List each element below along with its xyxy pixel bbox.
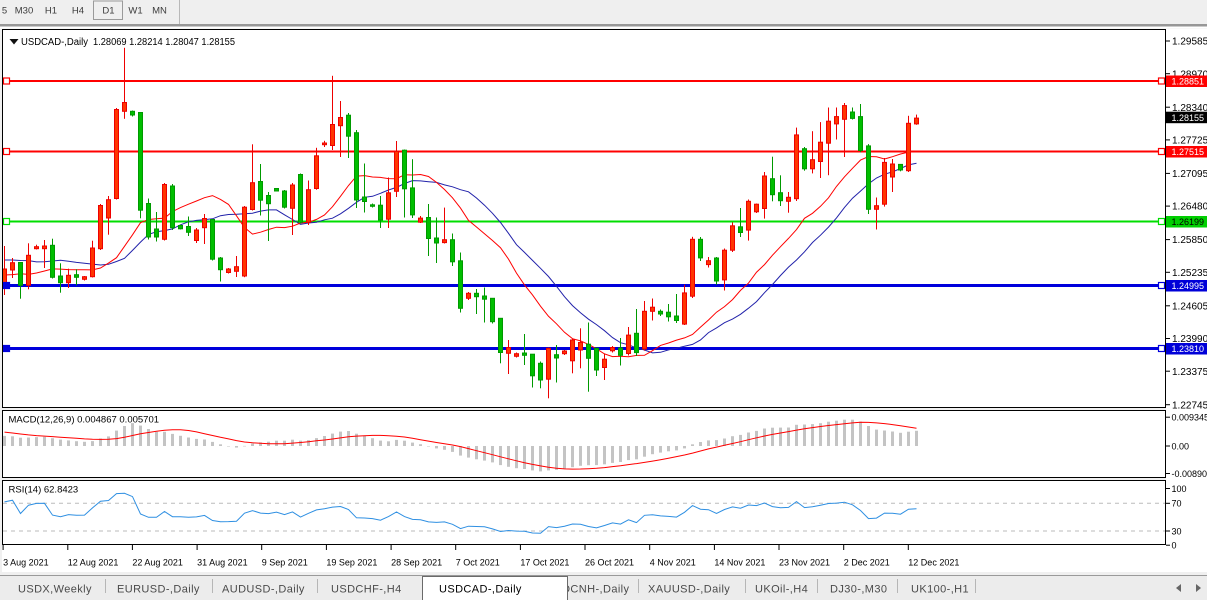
- svg-text:14 Nov 2021: 14 Nov 2021: [714, 558, 765, 568]
- svg-text:USDCAD-,Daily: USDCAD-,Daily: [439, 584, 522, 596]
- svg-text:9 Sep 2021: 9 Sep 2021: [262, 558, 308, 568]
- svg-text:EURUSD-,Daily: EURUSD-,Daily: [117, 584, 200, 596]
- svg-text:H4: H4: [72, 6, 84, 17]
- svg-text:4 Nov 2021: 4 Nov 2021: [650, 558, 696, 568]
- svg-text:AUDUSD-,Daily: AUDUSD-,Daily: [222, 584, 305, 596]
- svg-text:RSI(14) 62.8423: RSI(14) 62.8423: [9, 485, 79, 496]
- svg-text:70: 70: [1172, 499, 1182, 509]
- svg-text:0.009345: 0.009345: [1172, 413, 1207, 423]
- svg-text:1.23810: 1.23810: [1172, 344, 1205, 354]
- svg-text:-0.008903: -0.008903: [1172, 469, 1207, 479]
- svg-text:28 Sep 2021: 28 Sep 2021: [391, 558, 442, 568]
- svg-text:0: 0: [1172, 541, 1177, 551]
- svg-text:23 Nov 2021: 23 Nov 2021: [779, 558, 830, 568]
- svg-text:XAUUSD-,Daily: XAUUSD-,Daily: [648, 584, 730, 596]
- svg-text:H1: H1: [45, 6, 57, 17]
- svg-text:1.22745: 1.22745: [1172, 400, 1207, 411]
- svg-text:1.28340: 1.28340: [1172, 103, 1207, 114]
- svg-text:2 Dec 2021: 2 Dec 2021: [844, 558, 890, 568]
- svg-text:0.00: 0.00: [1172, 441, 1190, 451]
- svg-text:1.23990: 1.23990: [1172, 334, 1207, 345]
- svg-text:17 Oct 2021: 17 Oct 2021: [520, 558, 569, 568]
- svg-text:MN: MN: [152, 6, 167, 17]
- svg-text:7 Oct 2021: 7 Oct 2021: [456, 558, 500, 568]
- svg-text:1.28069 1.28214 1.28047 1.2815: 1.28069 1.28214 1.28047 1.28155: [93, 37, 235, 48]
- svg-text:12 Dec 2021: 12 Dec 2021: [908, 558, 959, 568]
- svg-text:5: 5: [2, 6, 7, 17]
- svg-text:M30: M30: [15, 6, 33, 17]
- svg-text:30: 30: [1172, 526, 1182, 536]
- svg-text:1.23375: 1.23375: [1172, 367, 1207, 378]
- svg-text:1.27725: 1.27725: [1172, 136, 1207, 147]
- svg-text:26 Oct 2021: 26 Oct 2021: [585, 558, 634, 568]
- svg-text:3 Aug 2021: 3 Aug 2021: [3, 558, 49, 568]
- svg-text:UKOil-,H4: UKOil-,H4: [755, 584, 808, 596]
- svg-text:1.27515: 1.27515: [1172, 147, 1205, 157]
- svg-text:1.25850: 1.25850: [1172, 235, 1207, 246]
- svg-text:MACD(12,26,9) 0.004867 0.00570: MACD(12,26,9) 0.004867 0.005701: [9, 415, 160, 426]
- svg-text:1.28155: 1.28155: [1172, 113, 1205, 123]
- svg-text:1.29585: 1.29585: [1172, 37, 1207, 48]
- svg-text:USDCAD-,Daily: USDCAD-,Daily: [21, 37, 88, 48]
- svg-text:1.27095: 1.27095: [1172, 169, 1207, 180]
- svg-text:UK100-,H1: UK100-,H1: [911, 584, 969, 596]
- svg-text:22 Aug 2021: 22 Aug 2021: [132, 558, 183, 568]
- svg-text:100: 100: [1172, 484, 1187, 494]
- svg-text:1.24995: 1.24995: [1172, 281, 1205, 291]
- svg-text:19 Sep 2021: 19 Sep 2021: [326, 558, 377, 568]
- svg-text:USDX,Weekly: USDX,Weekly: [18, 584, 92, 596]
- svg-text:12 Aug 2021: 12 Aug 2021: [68, 558, 119, 568]
- svg-text:1.28970: 1.28970: [1172, 69, 1207, 80]
- svg-text:31 Aug 2021: 31 Aug 2021: [197, 558, 248, 568]
- svg-text:1.26480: 1.26480: [1172, 202, 1207, 213]
- svg-text:D1: D1: [102, 6, 114, 17]
- svg-text:1.26199: 1.26199: [1172, 217, 1205, 227]
- svg-text:DJ30-,M30: DJ30-,M30: [830, 584, 887, 596]
- svg-text:W1: W1: [128, 6, 142, 17]
- svg-text:1.25235: 1.25235: [1172, 268, 1207, 279]
- svg-text:1.24605: 1.24605: [1172, 301, 1207, 312]
- svg-text:1.28851: 1.28851: [1172, 77, 1205, 87]
- svg-text:USDCHF-,H4: USDCHF-,H4: [331, 584, 402, 596]
